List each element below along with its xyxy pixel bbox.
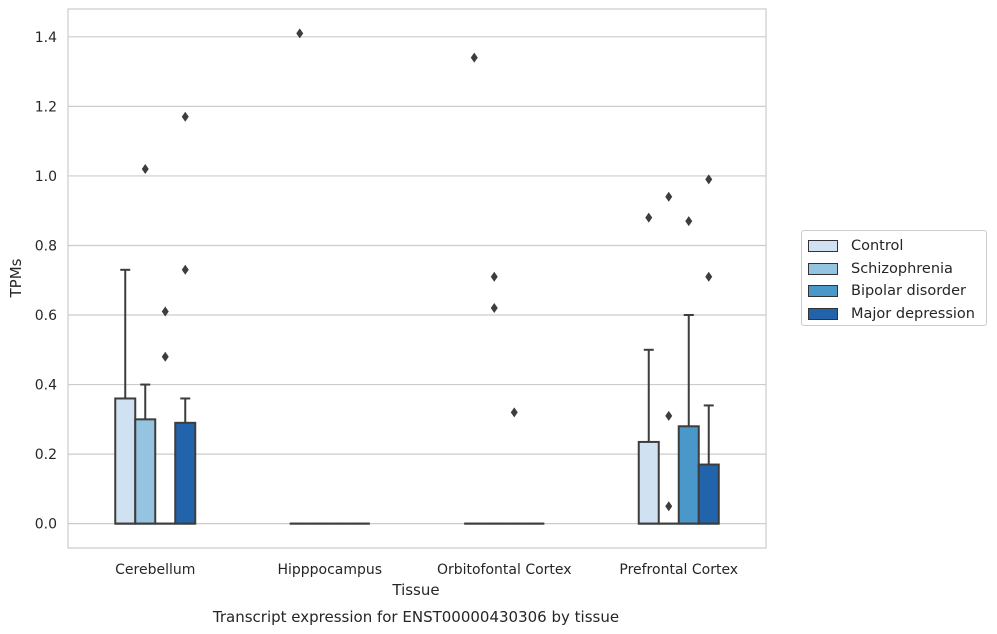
box: [174, 421, 197, 525]
legend-swatch: [808, 307, 838, 320]
legend-swatch: [808, 262, 838, 275]
box: [637, 440, 660, 525]
outlier-point: [665, 410, 673, 421]
y-axis-label: TPMs: [7, 258, 25, 298]
x-tick-label: Orbitofontal Cortex: [437, 562, 572, 578]
legend-swatch: [808, 240, 838, 253]
chart-legend: Control Schizophrenia Bipolar disorder M…: [801, 230, 987, 326]
outlier-point: [705, 174, 713, 185]
legend-item-schizophrenia: Schizophrenia: [808, 258, 986, 281]
legend-label: Major depression: [851, 305, 975, 322]
plot-area-frame: [67, 8, 767, 549]
outlier-point: [510, 407, 518, 418]
y-tick-label: 1.0: [35, 169, 57, 185]
outlier-point: [685, 216, 693, 227]
y-tick-label: 1.2: [35, 99, 57, 115]
chart-title: Transcript expression for ENST0000043030…: [212, 608, 619, 626]
box: [697, 463, 720, 525]
outlier-point: [665, 191, 673, 202]
box: [114, 397, 137, 525]
outlier-point: [181, 111, 189, 122]
outlier-point: [490, 303, 498, 314]
x-tick-label: Hipppocampus: [277, 562, 382, 578]
outlier-point: [470, 52, 478, 63]
y-tick-label: 0.4: [35, 378, 57, 394]
gridlines: [68, 36, 766, 525]
outlier-point: [705, 271, 713, 282]
outlier-point: [181, 264, 189, 275]
x-tick-label: Cerebellum: [115, 562, 195, 578]
y-tick-label: 1.4: [35, 30, 57, 46]
legend-item-control: Control: [808, 235, 986, 258]
legend-item-major-depression: Major depression: [808, 303, 986, 326]
y-tick-label: 0.2: [35, 447, 57, 463]
y-tick-label: 0.8: [35, 238, 57, 254]
x-tick-label: Prefrontal Cortex: [619, 562, 738, 578]
axis-ticks: 0.0 0.2 0.4 0.6 0.8 1.0 1.2 1.4 Cerebellum Hipppo…: [35, 30, 738, 578]
legend-item-bipolar-disorder: Bipolar disorder: [808, 280, 986, 303]
legend-label: Control: [851, 238, 904, 255]
y-tick-label: 0.6: [35, 308, 57, 324]
outlier-point: [490, 271, 498, 282]
y-tick-label: 0.0: [35, 517, 57, 533]
plot-marks: [114, 28, 720, 525]
outlier-point: [645, 212, 653, 223]
outlier-point: [296, 28, 304, 39]
outlier-point: [665, 501, 673, 512]
legend-label: Schizophrenia: [851, 260, 953, 277]
x-axis-label: Tissue: [391, 581, 439, 599]
legend-swatch: [808, 285, 838, 298]
outlier-point: [161, 306, 169, 317]
outlier-point: [141, 163, 149, 174]
outlier-point: [161, 351, 169, 362]
legend-label: Bipolar disorder: [851, 283, 966, 300]
box: [134, 418, 157, 525]
box: [677, 425, 700, 525]
